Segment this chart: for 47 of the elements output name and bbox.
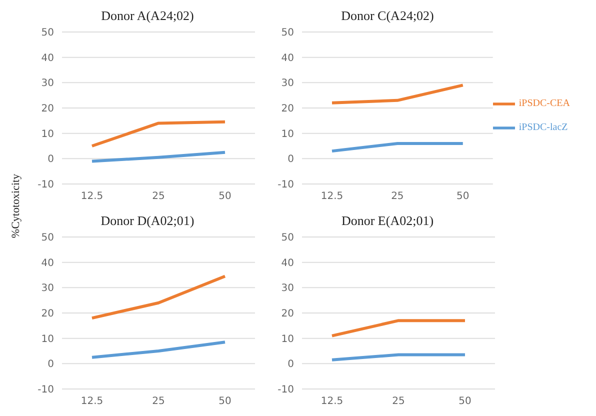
- y-tick-label: 50: [281, 28, 294, 39]
- y-tick-label: 30: [41, 78, 54, 90]
- x-tick-label: 12.5: [320, 191, 344, 202]
- y-tick-label: 10: [41, 128, 54, 140]
- y-axis-title: %Cytotoxicity: [10, 172, 23, 240]
- y-tick-label: 10: [281, 334, 294, 345]
- y-tick-label: 50: [41, 232, 54, 244]
- y-tick-label: 10: [281, 128, 294, 140]
- x-tick-label: 12.5: [320, 396, 344, 408]
- chart-title: Donor A(A24;02): [100, 8, 195, 25]
- chart-title: Donor E(A02;01): [340, 213, 435, 230]
- legend-label: iPSDC-lacZ: [518, 122, 568, 133]
- y-tick-label: 40: [281, 258, 294, 269]
- y-tick-label: 40: [41, 52, 54, 64]
- y-tick-label: 10: [41, 334, 54, 345]
- y-tick-label: -10: [38, 384, 54, 396]
- x-tick-label: 25: [392, 396, 405, 408]
- y-tick-label: 40: [41, 258, 54, 269]
- legend-label: iPSDC-CEA: [518, 98, 570, 109]
- y-tick-label: 20: [41, 308, 54, 320]
- y-tick-label: 20: [41, 104, 54, 115]
- x-tick-label: 25: [152, 396, 165, 408]
- y-tick-label: -10: [278, 384, 294, 396]
- y-tick-label: -10: [278, 180, 294, 191]
- y-tick-label: 30: [281, 283, 294, 294]
- chart-title: Donor D(A02;01): [100, 213, 196, 230]
- x-tick-label: 25: [152, 191, 165, 202]
- chart-title: Donor C(A24;02): [340, 8, 435, 25]
- x-tick-label: 50: [218, 396, 232, 408]
- x-tick-label: 50: [456, 191, 470, 202]
- y-tick-label: 20: [281, 104, 294, 115]
- y-tick-label: 30: [41, 283, 54, 294]
- y-tick-label: 0: [48, 154, 54, 166]
- y-tick-label: 0: [288, 154, 294, 166]
- y-tick-label: 40: [281, 52, 294, 64]
- x-tick-label: 12.5: [80, 396, 104, 408]
- x-tick-label: 50: [218, 191, 232, 202]
- y-tick-label: -10: [38, 180, 54, 191]
- y-tick-label: 0: [48, 359, 54, 370]
- y-tick-label: 0: [288, 359, 294, 370]
- y-tick-label: 30: [281, 78, 294, 90]
- y-tick-label: 50: [41, 28, 54, 39]
- x-tick-label: 50: [458, 396, 472, 408]
- x-tick-label: 25: [391, 191, 404, 202]
- y-tick-label: 20: [281, 308, 294, 320]
- y-tick-label: 50: [281, 232, 294, 244]
- x-tick-label: 12.5: [80, 191, 104, 202]
